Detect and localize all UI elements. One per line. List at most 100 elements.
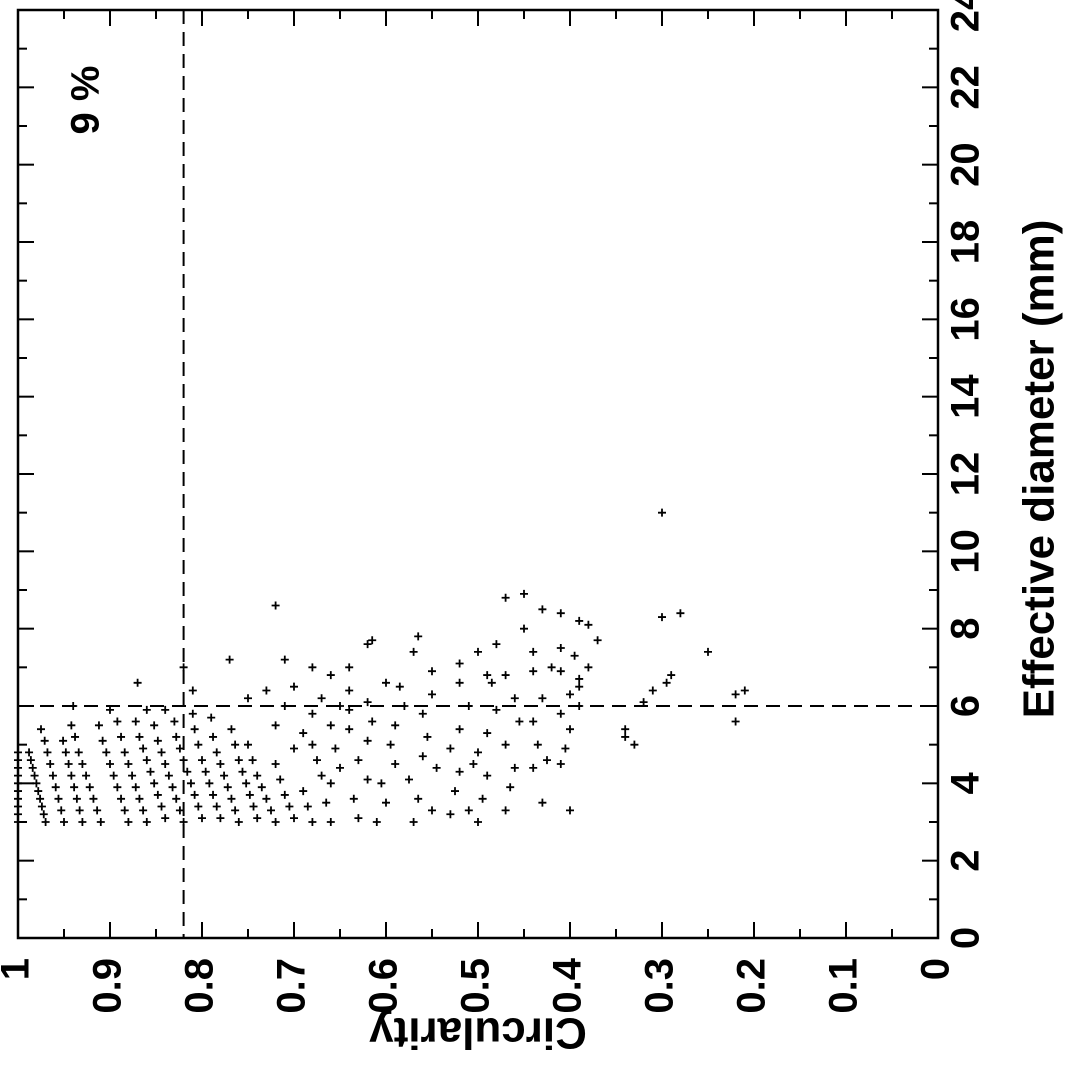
data-point (34, 787, 43, 796)
data-point (216, 760, 225, 768)
data-point (175, 744, 184, 753)
data-point (172, 732, 181, 741)
data-point (414, 794, 423, 803)
data-point (538, 605, 547, 614)
data-point (349, 794, 358, 803)
data-point (135, 794, 144, 803)
data-point (113, 717, 122, 726)
data-point (198, 814, 206, 823)
data-point (271, 601, 280, 610)
data-point (391, 760, 400, 768)
data-point (14, 763, 22, 772)
data-point (120, 748, 129, 757)
data-point (529, 763, 538, 772)
data-point (326, 671, 335, 680)
data-point (575, 702, 584, 710)
data-point (253, 771, 262, 780)
data-point (238, 767, 247, 776)
data-point (630, 740, 639, 749)
data-point (556, 644, 565, 652)
data-point (60, 818, 68, 826)
data-point (85, 783, 94, 792)
data-point (639, 698, 648, 707)
tick-labels: 02468101214161820222400.10.20.30.40.50.6… (0, 0, 988, 1014)
data-point (308, 740, 317, 749)
data-point (14, 748, 22, 757)
data-point (621, 732, 630, 741)
data-point (194, 802, 203, 811)
data-point (106, 705, 114, 714)
data-point (658, 508, 666, 517)
data-point (336, 763, 344, 772)
data-point (179, 663, 188, 672)
data-point (474, 748, 482, 757)
data-point (262, 686, 271, 695)
data-point (188, 686, 197, 695)
x-tick-label: 0 (944, 927, 988, 949)
data-point (57, 806, 66, 815)
data-point (363, 640, 372, 649)
data-point (464, 806, 473, 815)
x-tick-label: 18 (944, 220, 988, 265)
data-point (170, 717, 179, 726)
data-point (183, 767, 192, 776)
data-point (209, 790, 218, 799)
data-point (161, 705, 170, 714)
data-point (317, 771, 326, 780)
data-point (280, 790, 289, 799)
data-point (368, 636, 377, 645)
data-point (186, 779, 195, 788)
data-point (234, 818, 243, 826)
data-point (54, 794, 63, 803)
data-point (67, 721, 76, 730)
data-point (409, 647, 418, 656)
data-point (262, 794, 271, 803)
data-point (146, 767, 155, 776)
data-point (280, 702, 289, 710)
data-point (139, 806, 148, 815)
data-point (561, 744, 570, 753)
data-point (658, 613, 666, 622)
data-point (216, 814, 225, 823)
data-point (414, 632, 423, 641)
data-point (14, 787, 22, 796)
data-point (131, 783, 140, 792)
data-point (478, 794, 487, 803)
y-axis-title: Circularity (369, 1008, 587, 1057)
data-point (547, 663, 556, 672)
data-point (59, 736, 68, 745)
data-point (400, 702, 409, 710)
data-point (336, 702, 344, 710)
data-point (731, 690, 740, 699)
data-point (46, 760, 55, 768)
data-point (510, 694, 519, 703)
data-point (483, 771, 492, 780)
data-point (74, 748, 83, 757)
data-point (731, 717, 740, 726)
data-point (75, 806, 84, 815)
data-point (117, 732, 126, 741)
data-point (290, 682, 298, 691)
data-point (51, 783, 60, 792)
x-tick-label: 20 (944, 142, 988, 187)
data-point (501, 806, 510, 815)
data-point (249, 802, 258, 811)
data-point (556, 760, 565, 768)
data-point (67, 771, 76, 780)
data-point (391, 721, 400, 730)
data-point (317, 694, 326, 703)
data-point (428, 690, 436, 699)
data-point (667, 671, 676, 680)
data-point (676, 609, 685, 618)
data-point (231, 740, 240, 749)
data-point (405, 775, 413, 784)
data-point (14, 810, 22, 819)
y-tick-label: 0.6 (362, 958, 406, 1014)
data-point (303, 802, 312, 811)
data-point (69, 702, 78, 710)
data-point (194, 740, 203, 749)
data-point (244, 740, 252, 749)
data-point (78, 818, 87, 826)
data-point (423, 732, 432, 741)
